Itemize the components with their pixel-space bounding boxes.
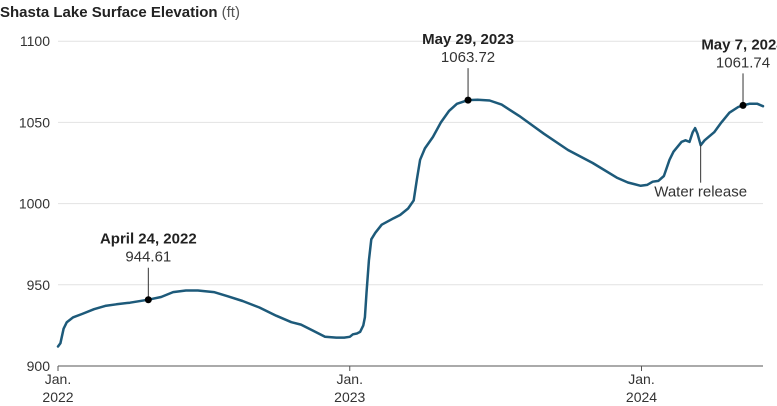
annotation-dot: [464, 96, 472, 104]
annotation-label: May 29, 2023: [422, 31, 514, 48]
annotation-value: 1063.72: [441, 49, 495, 66]
series-line-group: [56, 98, 765, 348]
chart-title-group: Shasta Lake Surface Elevation (ft): [0, 4, 240, 21]
x-tick-month: Jan.: [628, 371, 654, 387]
annotation-label: May 7, 2024: [701, 36, 777, 53]
chart-title: Shasta Lake Surface Elevation: [0, 4, 218, 21]
annotation-label: April 24, 2022: [100, 231, 197, 248]
y-tick-label: 1050: [19, 114, 50, 130]
y-tick-label: 1100: [20, 33, 50, 49]
y-tick-label: 900: [27, 358, 51, 374]
y-tick-label: 1000: [19, 196, 50, 212]
y-tick-label: 950: [27, 277, 51, 293]
annotation-value: 944.61: [125, 249, 171, 266]
annotation-value: 1061.74: [716, 54, 770, 71]
annotation-dot: [739, 101, 747, 109]
x-tick-month: Jan.: [45, 371, 71, 387]
x-tick-month: Jan.: [337, 371, 363, 387]
x-tick-year: 2024: [626, 389, 657, 405]
y-axis-ticks: 1100 1050 1000 950 900: [19, 33, 50, 374]
annotation-label: Water release: [654, 184, 747, 201]
elevation-line: [56, 98, 765, 348]
chart-unit: (ft): [222, 4, 240, 21]
x-axis: Jan. 2022 Jan. 2023 Jan. 2024: [42, 365, 763, 405]
annotation-dot: [144, 296, 152, 304]
x-tick-year: 2023: [334, 389, 365, 405]
x-tick-year: 2022: [42, 389, 73, 405]
